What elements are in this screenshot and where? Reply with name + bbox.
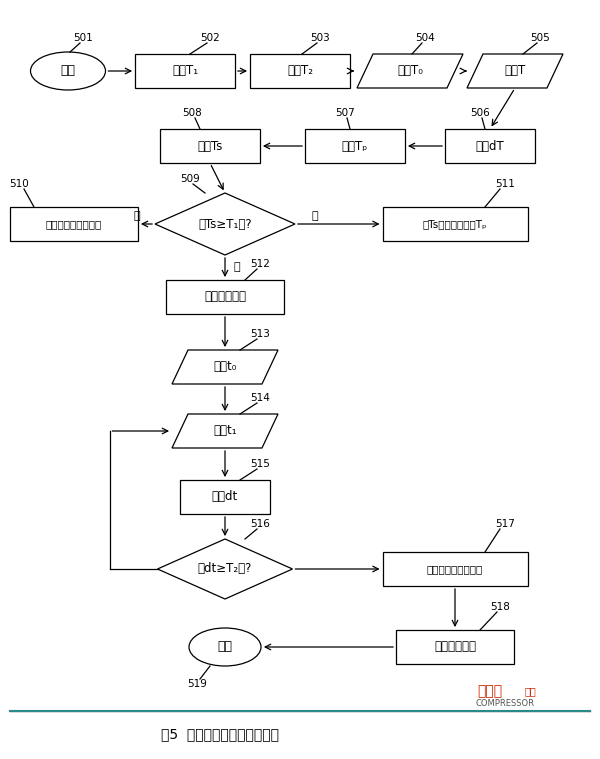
- Bar: [305, 129, 405, 163]
- Text: 509: 509: [180, 174, 200, 184]
- Text: 检测t₀: 检测t₀: [214, 361, 236, 373]
- Text: 是: 是: [134, 211, 140, 221]
- Text: 调取Tₚ: 调取Tₚ: [342, 140, 368, 153]
- Polygon shape: [467, 54, 563, 88]
- Text: 关闭电磁阀排污结束: 关闭电磁阀排污结束: [427, 564, 483, 574]
- Text: 504: 504: [415, 33, 435, 43]
- Bar: [445, 129, 535, 163]
- Text: 压缩机: 压缩机: [478, 684, 503, 698]
- Text: 506: 506: [470, 108, 490, 118]
- Text: 初始化存储器: 初始化存储器: [434, 641, 476, 653]
- Text: 518: 518: [490, 602, 510, 612]
- Text: 杂志: 杂志: [524, 686, 536, 696]
- Text: 515: 515: [250, 459, 270, 469]
- Bar: [383, 207, 527, 241]
- Text: 计算dt: 计算dt: [212, 490, 238, 503]
- Ellipse shape: [31, 52, 106, 90]
- Bar: [180, 480, 270, 514]
- Text: 511: 511: [495, 179, 515, 189]
- Text: 516: 516: [250, 519, 270, 529]
- Bar: [250, 54, 350, 88]
- Text: 设定T₂: 设定T₂: [287, 65, 313, 77]
- Text: 514: 514: [250, 393, 270, 403]
- Text: 检测T₀: 检测T₀: [397, 65, 423, 77]
- Text: 是Ts≥T₁吗?: 是Ts≥T₁吗?: [198, 218, 252, 231]
- Text: 510: 510: [9, 179, 29, 189]
- Text: 是: 是: [233, 263, 241, 272]
- Ellipse shape: [189, 628, 261, 666]
- Text: 505: 505: [530, 33, 550, 43]
- Text: 517: 517: [495, 519, 515, 529]
- Text: 检测t₁: 检测t₁: [213, 424, 237, 437]
- Text: 设定T₁: 设定T₁: [172, 65, 198, 77]
- Text: 将Ts保存并覆盖原Tₚ: 将Ts保存并覆盖原Tₚ: [423, 219, 487, 229]
- Text: 是dt≥T₂吗?: 是dt≥T₂吗?: [198, 562, 252, 575]
- Bar: [383, 552, 527, 586]
- Text: 508: 508: [182, 108, 202, 118]
- Bar: [396, 630, 514, 664]
- Text: 终止: 终止: [218, 641, 233, 653]
- Text: 计算Ts: 计算Ts: [197, 140, 223, 153]
- Text: 512: 512: [250, 259, 270, 269]
- Text: 507: 507: [335, 108, 355, 118]
- Text: 513: 513: [250, 329, 270, 339]
- Bar: [10, 207, 138, 241]
- Polygon shape: [155, 193, 295, 255]
- Text: 检测T: 检测T: [505, 65, 526, 77]
- Polygon shape: [172, 414, 278, 448]
- Text: 计算dT: 计算dT: [476, 140, 505, 153]
- Text: 开始: 开始: [61, 65, 76, 77]
- Text: 502: 502: [200, 33, 220, 43]
- Text: 否: 否: [311, 211, 319, 221]
- Polygon shape: [172, 350, 278, 384]
- Bar: [135, 54, 235, 88]
- Bar: [166, 280, 284, 314]
- Polygon shape: [157, 539, 293, 599]
- Text: 图5  智能单元具体工作流程图: 图5 智能单元具体工作流程图: [161, 727, 279, 741]
- Polygon shape: [357, 54, 463, 88]
- Text: COMPRESSOR: COMPRESSOR: [476, 700, 535, 708]
- Text: 开启电磁阀开始排污: 开启电磁阀开始排污: [46, 219, 102, 229]
- Bar: [160, 129, 260, 163]
- Text: 503: 503: [310, 33, 330, 43]
- Text: 接通延时电路: 接通延时电路: [204, 291, 246, 304]
- Text: 501: 501: [73, 33, 93, 43]
- Text: 519: 519: [187, 679, 207, 689]
